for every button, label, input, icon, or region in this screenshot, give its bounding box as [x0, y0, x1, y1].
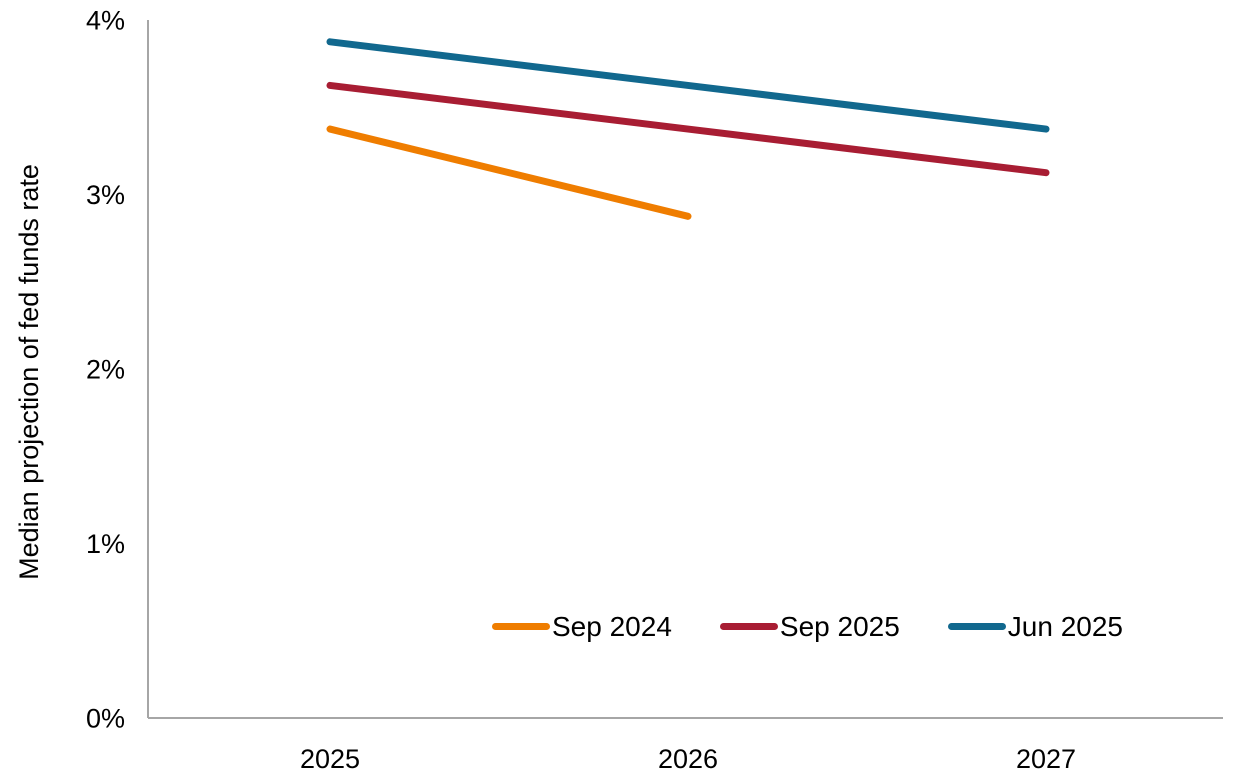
y-axis-tick-labels: 0% 1% 2% 3% 4%	[86, 6, 125, 734]
x-axis-tick-label: 2027	[1016, 744, 1076, 774]
axes-group	[147, 20, 1223, 719]
series-line-jun-2025	[326, 38, 1050, 133]
y-axis-tick-label: 3%	[86, 180, 125, 210]
y-axis-title: Median projection of fed funds rate	[14, 164, 44, 580]
legend-swatch-sep-2024	[492, 623, 550, 631]
legend-item-jun-2025: Jun 2025	[947, 610, 1123, 644]
legend-swatch-jun-2025	[947, 623, 1006, 631]
series-line-sep-2024	[326, 125, 692, 220]
x-axis-tick-label: 2026	[658, 744, 718, 774]
legend: Sep 2024 Sep 2025 Jun 2025	[492, 610, 1123, 644]
legend-item-sep-2024: Sep 2024	[492, 610, 672, 644]
legend-label-jun-2025: Jun 2025	[1007, 611, 1123, 642]
series-lines-group	[326, 38, 1050, 220]
legend-label-sep-2024: Sep 2024	[552, 611, 672, 642]
legend-swatch-sep-2025	[719, 623, 778, 631]
legend-label-sep-2025: Sep 2025	[779, 611, 900, 642]
legend-item-sep-2025: Sep 2025	[719, 610, 900, 644]
y-axis-tick-label: 1%	[86, 529, 125, 559]
y-axis-tick-label: 2%	[86, 355, 125, 385]
y-axis-tick-label: 0%	[86, 704, 125, 734]
x-axis-tick-labels: 2025 2026 2027	[300, 744, 1076, 774]
y-axis-tick-label: 4%	[86, 6, 125, 36]
series-line-sep-2025	[326, 81, 1050, 177]
x-axis-tick-label: 2025	[300, 744, 360, 774]
